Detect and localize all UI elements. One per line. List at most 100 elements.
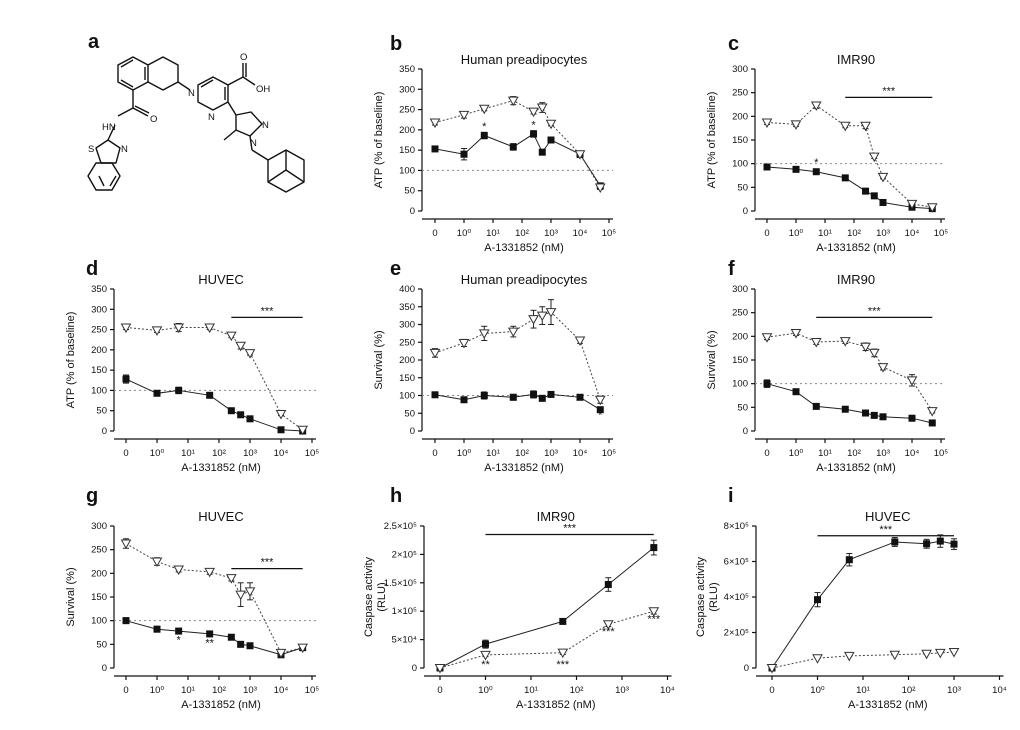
molecule-atom-label: O <box>150 114 157 125</box>
molecule-bond <box>98 175 105 187</box>
data-point-square <box>175 627 183 635</box>
panel-i: i HUVEC 0 2×10⁵ 4×10⁵ 6×10⁵ 8×10⁵ 0 10⁰ 10¹ 10² 10³… <box>695 485 1007 711</box>
molecule-benzene-ring <box>117 56 149 91</box>
y-tick-label: 0 <box>102 663 107 674</box>
y-tick-label: 6×10⁵ <box>724 557 749 568</box>
molecule-bond <box>132 107 149 117</box>
data-point-triangle <box>948 648 960 658</box>
y-tick-label: 200 <box>399 355 415 366</box>
molecule-bond <box>120 59 134 68</box>
y-tick-label: 0 <box>743 206 748 217</box>
panel-c: c IMR90 0 50 100 150 200 250 300 0 10⁰ 10¹ 10² 10³ 10⁴… <box>706 33 948 254</box>
x-tick-label: 10⁰ <box>789 448 804 459</box>
data-point-triangle <box>434 664 446 674</box>
x-tick-label: 0 <box>123 685 128 696</box>
molecule-bond <box>107 124 116 141</box>
y-tick-label: 300 <box>399 320 415 331</box>
molecule-bond <box>223 129 237 141</box>
chart-title: HUVEC <box>198 272 244 287</box>
x-tick-label: 10³ <box>876 228 890 239</box>
significance-marker: *** <box>556 659 570 671</box>
x-tick-label: 10⁵ <box>602 448 617 459</box>
molecule-bond <box>267 169 287 183</box>
x-tick-label: 0 <box>769 685 774 696</box>
y-tick-label: 4×10⁵ <box>724 592 749 603</box>
y-tick-label: 250 <box>91 325 107 336</box>
x-tick-label: 10² <box>212 448 226 459</box>
x-tick-label: 10³ <box>544 448 558 459</box>
y-tick-label: 150 <box>399 373 415 384</box>
molecule-atom-label: OH <box>256 84 270 95</box>
x-tick-label: 10⁴ <box>905 228 920 239</box>
data-point-square <box>509 143 517 151</box>
data-point-square <box>153 389 161 397</box>
x-tick-label: 0 <box>764 228 769 239</box>
y-tick-label: 50 <box>737 402 748 413</box>
data-point-triangle <box>225 574 237 584</box>
data-point-square <box>792 165 800 173</box>
data-point-square <box>763 380 771 388</box>
y-tick-label: 150 <box>91 365 107 376</box>
x-tick-label: 10⁴ <box>573 448 588 459</box>
data-point-square <box>870 192 878 200</box>
data-point-square <box>122 375 130 383</box>
significance-marker: ** <box>205 638 214 650</box>
data-point-triangle <box>594 395 606 406</box>
data-point-square <box>547 136 555 144</box>
data-point-triangle <box>766 664 778 674</box>
data-point-triangle <box>235 341 247 352</box>
panel-letter-a: a <box>88 31 100 53</box>
y-tick-label: 2×10⁵ <box>724 628 749 639</box>
data-point-triangle <box>868 348 880 359</box>
significance-bar-label: *** <box>882 85 896 97</box>
x-tick-label: 10⁵ <box>602 228 617 239</box>
molecule-thiazole-ring <box>95 139 121 164</box>
data-point-triangle <box>877 363 889 373</box>
y-tick-label: 300 <box>732 64 748 75</box>
x-tick-label: 10³ <box>243 685 257 696</box>
x-tick-label: 0 <box>437 685 442 696</box>
y-tick-label: 350 <box>399 302 415 313</box>
y-tick-label: 0 <box>410 206 415 217</box>
y-axis-label: ATP (% of baseline) <box>706 92 718 189</box>
data-point-square <box>538 148 546 156</box>
x-axis-label: A-1331852 (nM) <box>516 699 596 711</box>
x-tick-label: 10⁵ <box>305 685 320 696</box>
series-line <box>439 610 654 669</box>
data-point-triangle <box>536 311 548 322</box>
x-tick-label: 10⁵ <box>934 448 949 459</box>
data-point-triangle <box>297 643 309 654</box>
molecule-bond <box>227 101 237 116</box>
molecule-bond <box>251 149 269 161</box>
molecule-atom-label: N <box>121 144 128 155</box>
data-point-triangle <box>536 103 548 114</box>
x-tick-label: 10² <box>515 448 529 459</box>
y-tick-label: 0 <box>412 663 417 674</box>
molecule-pyrazole-ring <box>235 111 263 137</box>
significance-bar-label: *** <box>261 557 275 569</box>
data-point-square <box>792 388 800 396</box>
x-tick-label: 10¹ <box>856 685 870 696</box>
y-tick-label: 200 <box>732 331 748 342</box>
chart-title: HUVEC <box>865 509 911 524</box>
panel-g: g HUVEC 0 50 100 150 200 250 300 0 10⁰ 10¹ 10² 10³ 10⁴… <box>65 485 319 711</box>
data-point-square <box>812 168 820 176</box>
series-line <box>766 383 933 424</box>
series-line <box>434 133 601 187</box>
y-axis-label: (RLU) <box>708 582 720 611</box>
data-point-triangle <box>507 327 519 338</box>
data-point-square <box>206 391 214 399</box>
data-point-square <box>559 617 567 625</box>
y-tick-label: 0 <box>744 663 749 674</box>
y-tick-label: 1.5×10⁵ <box>384 578 417 589</box>
data-point-triangle <box>574 150 586 160</box>
panel-d: d HUVEC 0 50 100 150 200 250 300 350 0 10⁰ 10¹ 10² 10³… <box>65 258 319 474</box>
y-tick-label: 150 <box>399 145 415 156</box>
data-point-triangle <box>507 96 519 107</box>
data-point-triangle <box>120 323 132 334</box>
molecule-bond <box>227 76 244 86</box>
series-line <box>125 327 303 431</box>
data-point-square <box>547 390 555 398</box>
data-point-square <box>650 544 658 552</box>
x-tick-label: 10⁰ <box>150 685 165 696</box>
